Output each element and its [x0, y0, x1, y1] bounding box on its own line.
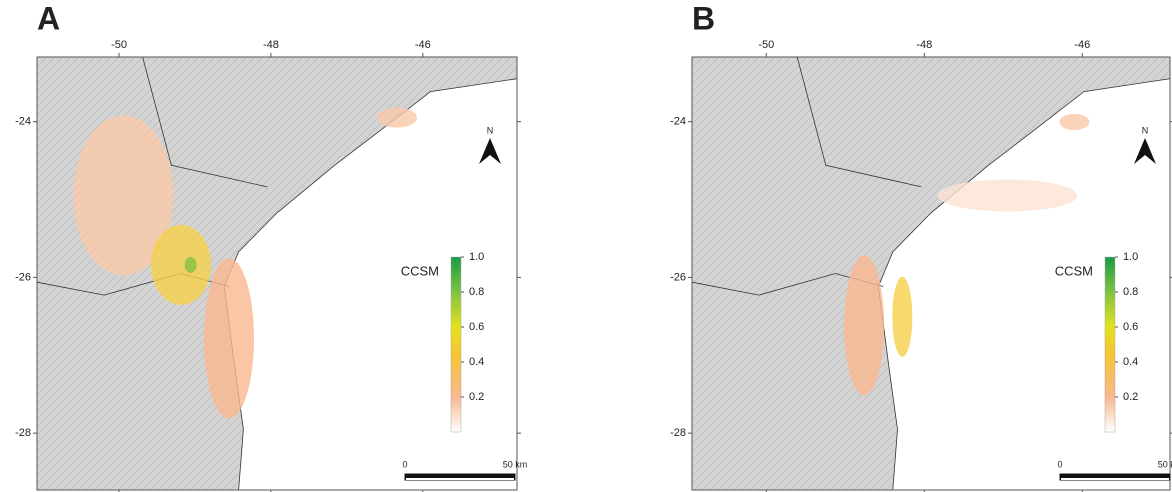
x-tick-label: -48	[916, 39, 932, 51]
scale-label: 50 km	[1158, 459, 1172, 469]
x-tick-label: -46	[1074, 39, 1090, 51]
north-arrow	[1134, 138, 1156, 164]
map-frame	[36, 56, 518, 491]
ocean	[877, 78, 1171, 491]
y-tick-label: -28	[670, 427, 686, 439]
y-tick-label: -24	[670, 116, 686, 128]
colorbar	[450, 256, 462, 433]
panel-label: A	[37, 0, 60, 36]
x-tick-label: -46	[415, 39, 431, 51]
colorbar-label: 0.2	[1123, 391, 1138, 403]
colorbar-label: 0.2	[469, 391, 484, 403]
suitability-area	[892, 276, 913, 357]
colorbar-label: 0.6	[469, 321, 484, 333]
x-tick-label: -48	[263, 39, 279, 51]
x-tick-label: -50	[111, 39, 127, 51]
y-tick-label: -28	[15, 427, 31, 439]
y-tick-label: -26	[15, 271, 31, 283]
legend-title: CCSM	[1055, 263, 1093, 278]
colorbar-label: 1.0	[1123, 251, 1138, 263]
y-tick-label: -24	[15, 116, 31, 128]
colorbar-label: 0.8	[469, 286, 484, 298]
colorbar-label: 1.0	[469, 251, 484, 263]
suitability-area	[937, 179, 1078, 212]
colorbar	[1104, 256, 1116, 433]
scale-label: 0	[1057, 459, 1062, 469]
map-frame	[691, 56, 1171, 491]
suitability-area	[844, 255, 885, 396]
scale-bar	[406, 478, 514, 480]
colorbar-label: 0.6	[1123, 321, 1138, 333]
scale-label: 0	[402, 459, 407, 469]
north-arrow	[479, 138, 501, 164]
colorbar-label: 0.4	[1123, 356, 1138, 368]
colorbar-label: 0.8	[1123, 286, 1138, 298]
suitability-area	[204, 258, 254, 419]
suitability-area	[184, 256, 197, 273]
colorbar-label: 0.4	[469, 356, 484, 368]
north-label: N	[1142, 125, 1149, 135]
suitability-area	[151, 224, 211, 305]
north-label: N	[487, 125, 494, 135]
scale-bar	[1061, 478, 1169, 480]
legend-title: CCSM	[401, 263, 439, 278]
scale-label: 50 km	[503, 459, 528, 469]
x-tick-label: -50	[758, 39, 774, 51]
suitability-area	[1059, 113, 1090, 130]
y-tick-label: -26	[670, 271, 686, 283]
suitability-area	[377, 107, 417, 128]
panel-label: B	[692, 0, 715, 36]
suitability-area	[73, 115, 174, 276]
